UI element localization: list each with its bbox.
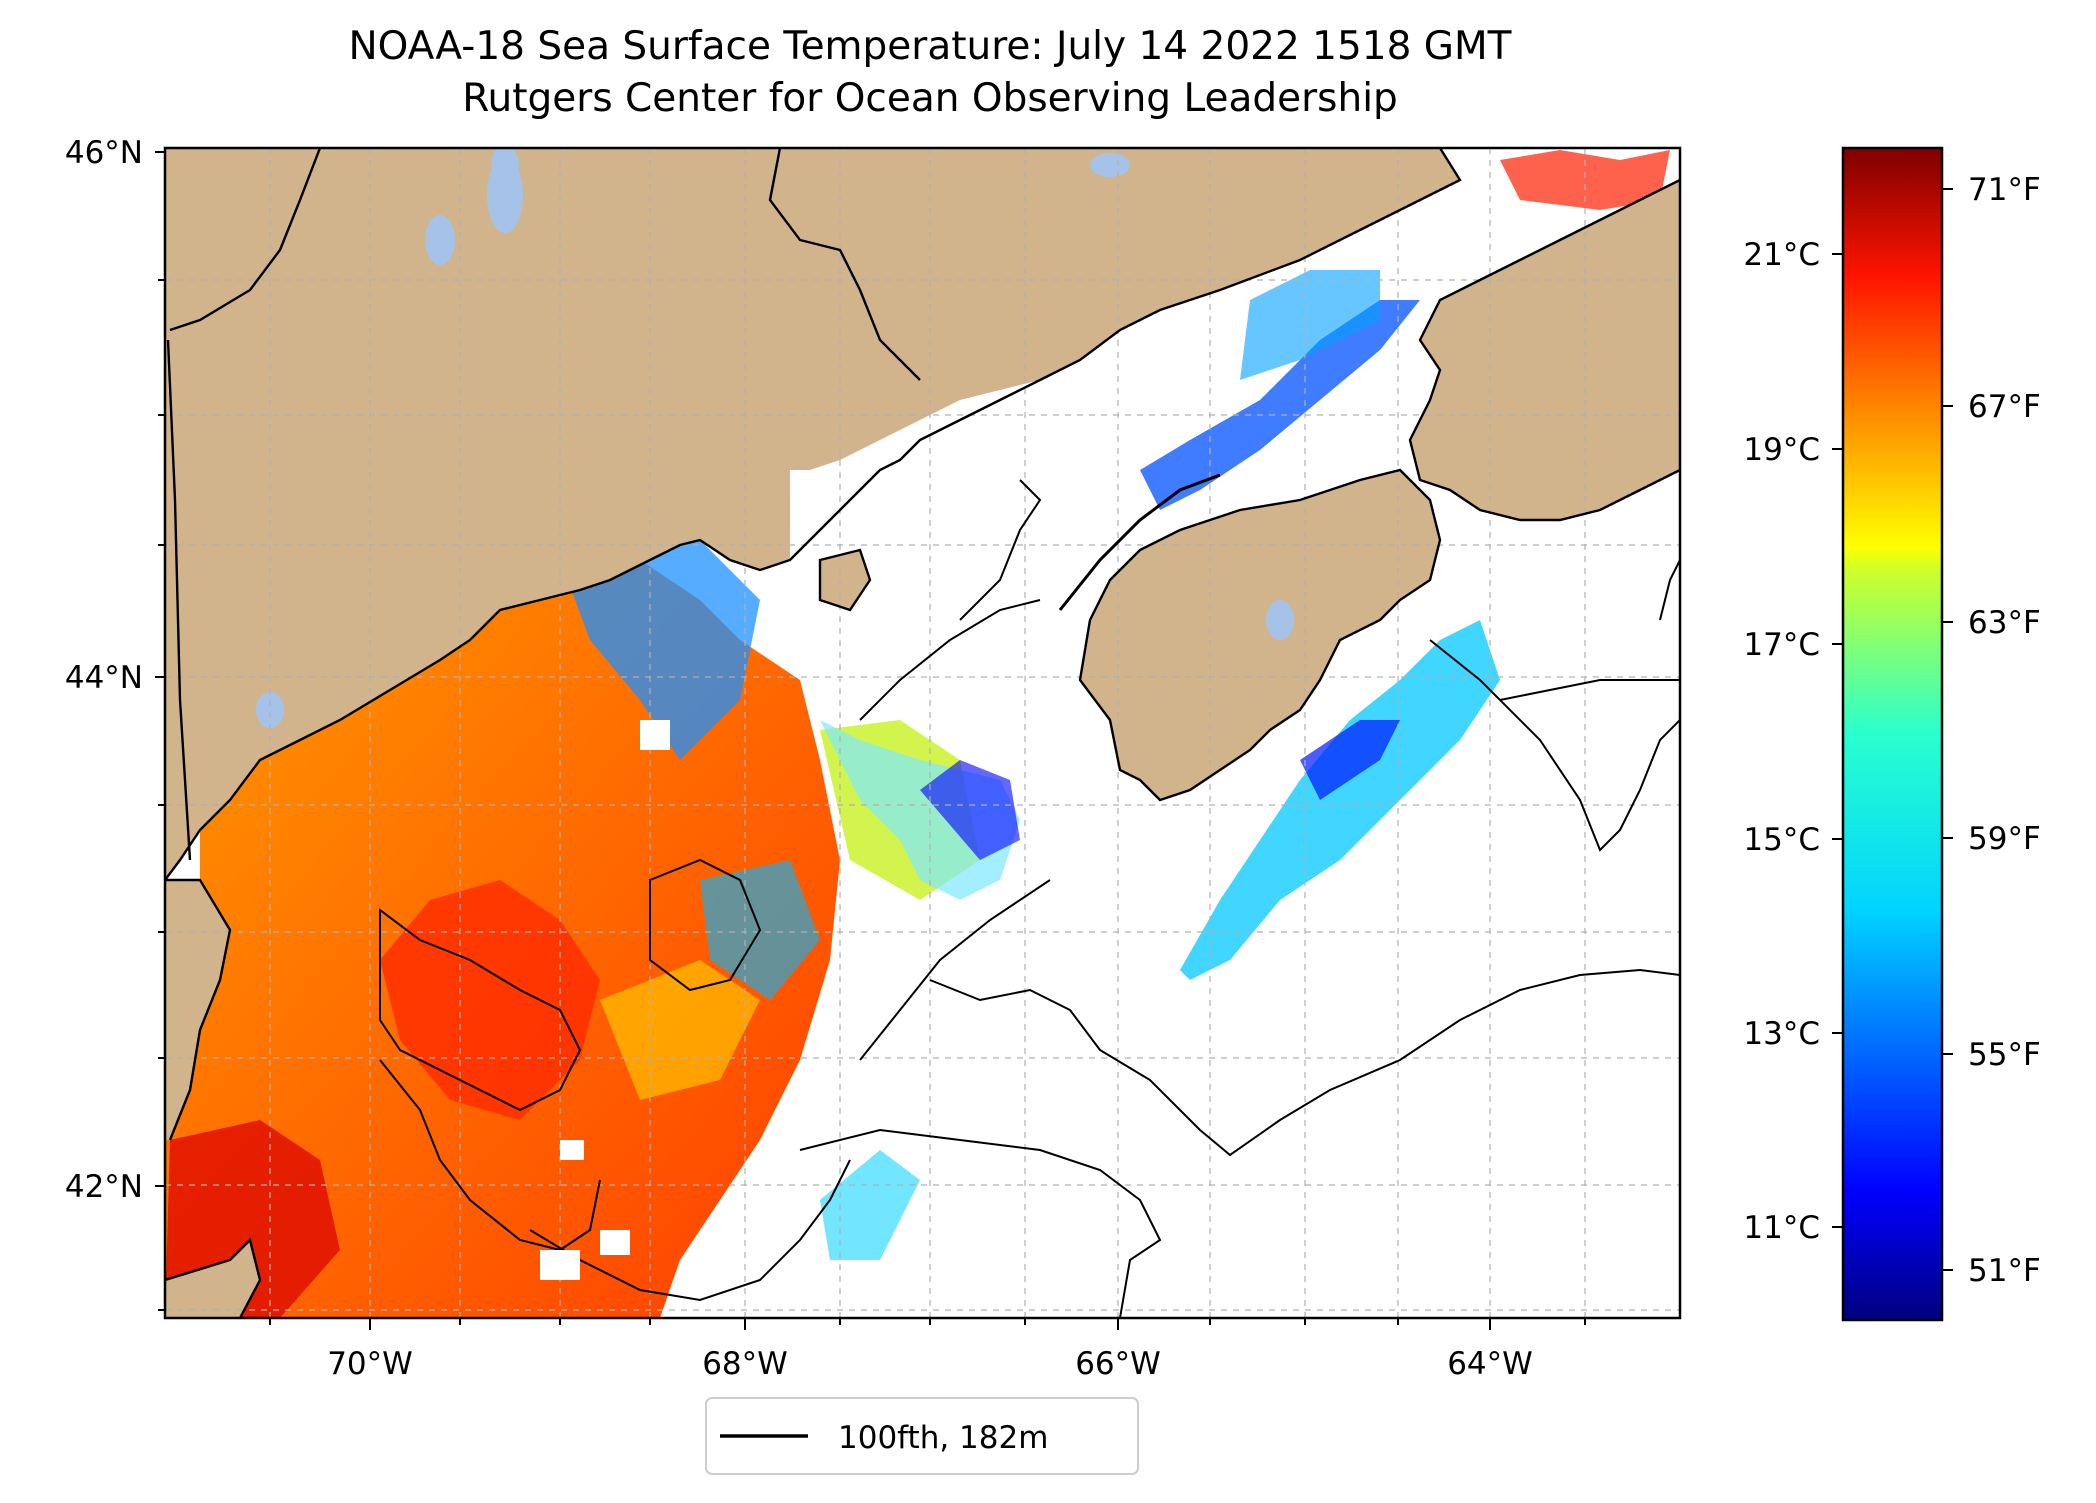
lakes-layer bbox=[256, 148, 1294, 728]
isobath-legend: 100fth, 182m bbox=[705, 1397, 1139, 1475]
lat-tick-label: 42°N bbox=[65, 1169, 143, 1205]
legend-label: 100fth, 182m bbox=[838, 1420, 1048, 1456]
colorbar-gradient bbox=[1841, 146, 1944, 1322]
legend-box bbox=[705, 1397, 1139, 1475]
lat-tick-marks bbox=[155, 151, 165, 1311]
celsius-tick-label: 11°C bbox=[1743, 1210, 1820, 1246]
lon-tick-labels: 70°W 68°W 66°W 64°W bbox=[327, 1346, 1533, 1382]
map-frame bbox=[163, 146, 1682, 1320]
celsius-tick-label: 17°C bbox=[1743, 627, 1820, 663]
fahrenheit-tick-label: 63°F bbox=[1968, 605, 2041, 641]
isobath-100fth bbox=[379, 479, 1680, 1318]
fahrenheit-tick-label: 55°F bbox=[1968, 1037, 2041, 1073]
coastlines bbox=[165, 148, 1680, 1318]
celsius-tick-label: 21°C bbox=[1743, 237, 1820, 273]
fahrenheit-tick-label: 59°F bbox=[1968, 821, 2041, 857]
map-grid bbox=[165, 148, 1680, 1318]
lat-tick-label: 46°N bbox=[65, 135, 143, 171]
map-area bbox=[165, 148, 1680, 1318]
map-subtitle: Rutgers Center for Ocean Observing Leade… bbox=[462, 76, 1398, 121]
celsius-tick-label: 13°C bbox=[1743, 1016, 1820, 1052]
fahrenheit-tick-label: 51°F bbox=[1968, 1253, 2041, 1289]
land-layer bbox=[165, 148, 1680, 1318]
lon-tick-label: 64°W bbox=[1447, 1346, 1533, 1382]
lat-tick-labels: 46°N 44°N 42°N bbox=[65, 135, 143, 1205]
celsius-tick-marks bbox=[1832, 253, 1843, 1228]
fahrenheit-tick-labels: 71°F 67°F 63°F 59°F 55°F 51°F bbox=[1968, 172, 2041, 1289]
lon-tick-label: 66°W bbox=[1075, 1346, 1161, 1382]
celsius-tick-label: 15°C bbox=[1743, 822, 1820, 858]
fahrenheit-tick-marks bbox=[1942, 188, 1953, 1271]
celsius-tick-label: 19°C bbox=[1743, 432, 1820, 468]
lon-tick-label: 70°W bbox=[327, 1346, 413, 1382]
map-title: NOAA-18 Sea Surface Temperature: July 14… bbox=[348, 24, 1512, 69]
celsius-tick-labels: 21°C 19°C 17°C 15°C 13°C 11°C bbox=[1743, 237, 1820, 1246]
lon-tick-marks bbox=[269, 1318, 1586, 1330]
fahrenheit-tick-label: 71°F bbox=[1968, 172, 2041, 208]
lat-tick-label: 44°N bbox=[65, 660, 143, 696]
cloud-gaps bbox=[540, 720, 1348, 1280]
lon-tick-label: 68°W bbox=[702, 1346, 788, 1382]
colorbar: 21°C 19°C 17°C 15°C 13°C 11°C 71°F 67°F … bbox=[1743, 146, 2041, 1322]
fahrenheit-tick-label: 67°F bbox=[1968, 389, 2041, 425]
